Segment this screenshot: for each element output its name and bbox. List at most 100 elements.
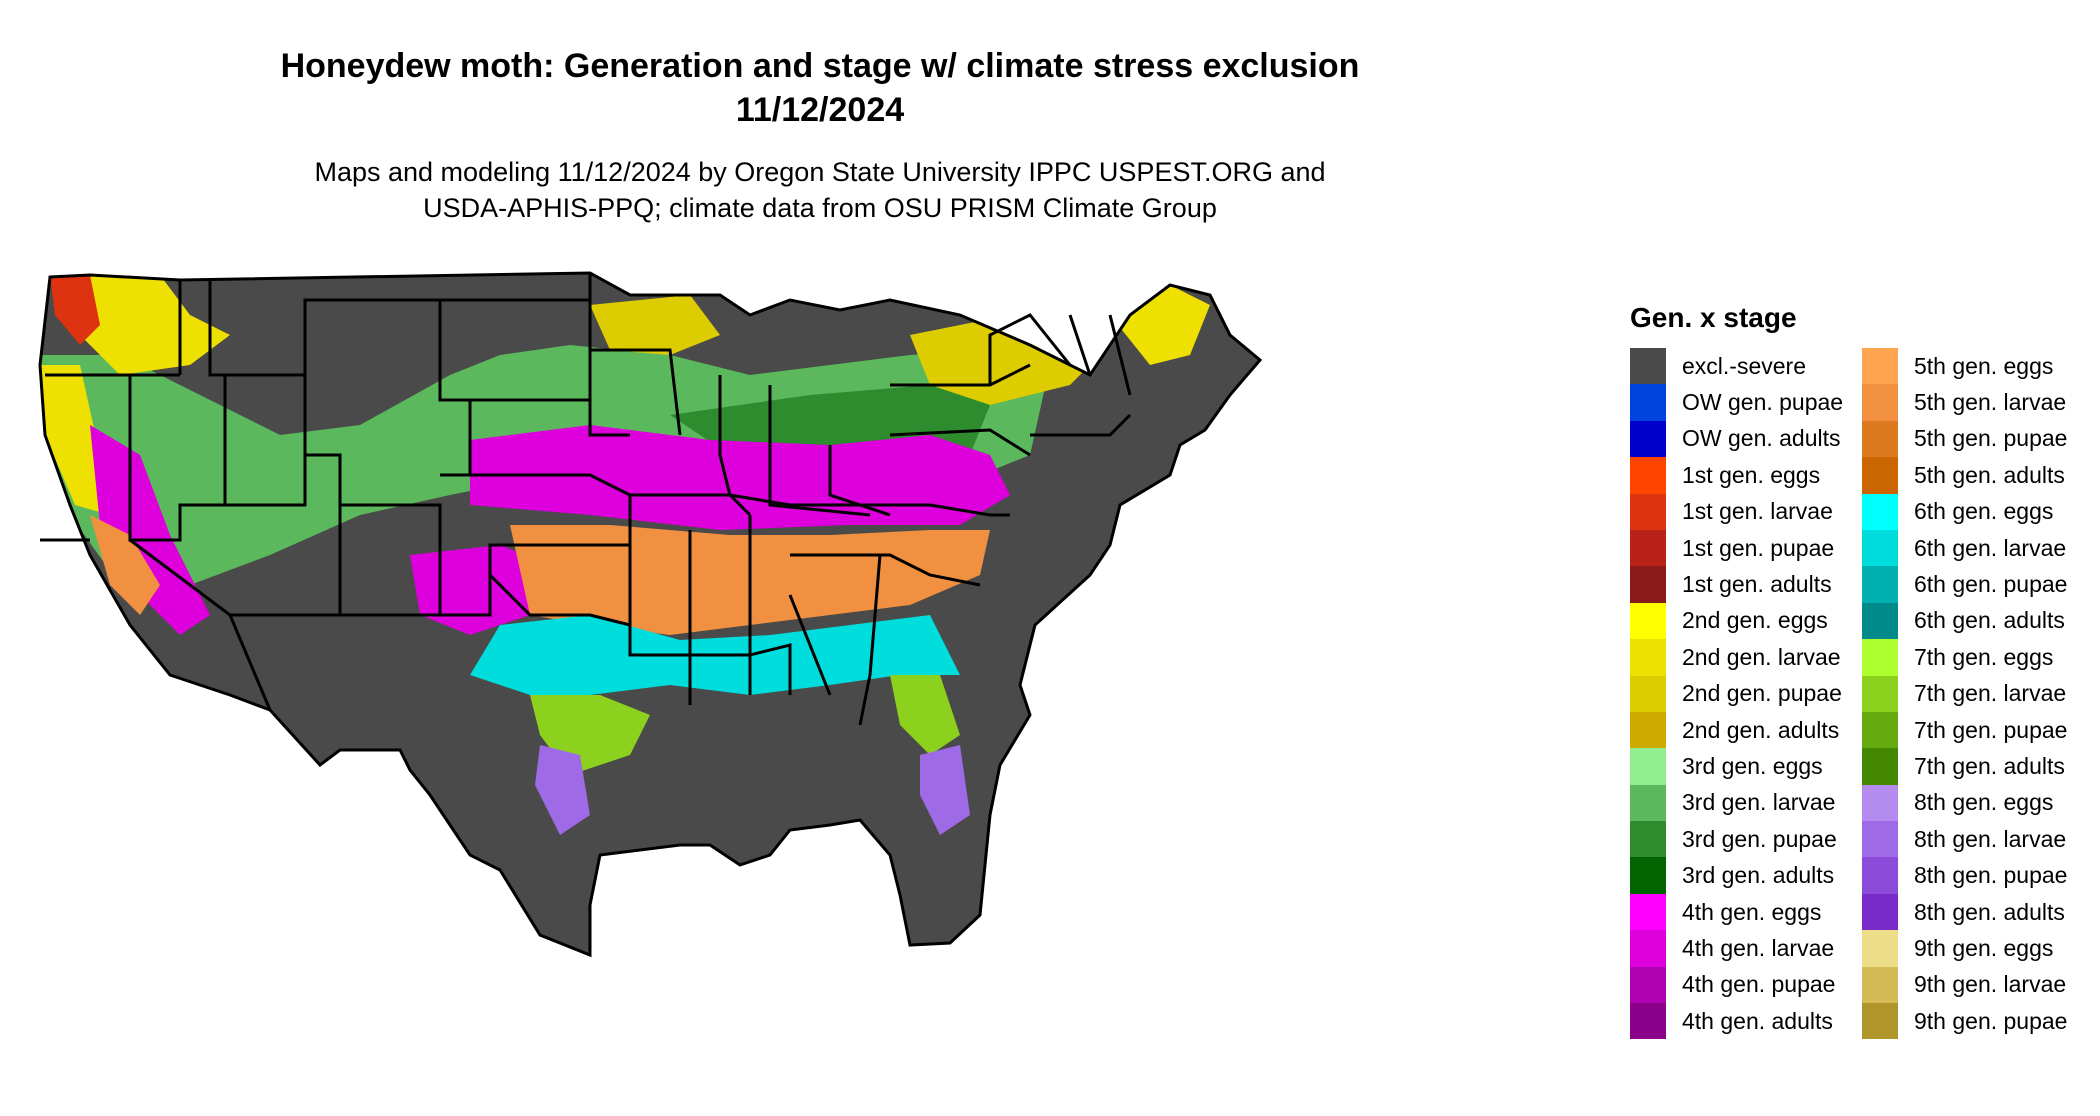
legend-swatch: [1630, 493, 1666, 530]
legend-label: 4th gen. eggs: [1682, 898, 1822, 925]
legend-swatch: [1630, 711, 1666, 749]
legend-swatch: [1862, 493, 1898, 530]
legend-label: 8th gen. adults: [1914, 898, 2065, 925]
legend-label: 5th gen. eggs: [1914, 352, 2054, 379]
legend-label: OW gen. adults: [1682, 425, 1841, 452]
legend-label: 7th gen. adults: [1914, 752, 2065, 779]
legend-item: 1st gen. larvae: [1630, 493, 1862, 530]
legend-label: 2nd gen. eggs: [1682, 607, 1828, 634]
legend-label: 2nd gen. adults: [1682, 716, 1840, 743]
legend-item: 6th gen. pupae: [1862, 566, 2094, 603]
legend-swatch: [1862, 748, 1898, 785]
legend-label: 8th gen. pupae: [1914, 862, 2068, 889]
legend-label: 7th gen. eggs: [1914, 643, 2054, 670]
legend-item: 3rd gen. eggs: [1630, 748, 1862, 785]
legend-label: 7th gen. larvae: [1914, 680, 2067, 707]
legend-item: 2nd gen. eggs: [1630, 602, 1862, 640]
legend-label: excl.-severe: [1682, 352, 1806, 379]
legend-item: 8th gen. adults: [1862, 893, 2094, 931]
legend-label: 9th gen. larvae: [1914, 971, 2067, 998]
legend-swatch: [1862, 566, 1898, 603]
legend-item: 8th gen. pupae: [1862, 857, 2094, 894]
legend-item: 7th gen. eggs: [1862, 639, 2094, 676]
legend-label: 1st gen. adults: [1682, 571, 1832, 598]
legend-swatch: [1630, 529, 1666, 567]
legend-item: 2nd gen. adults: [1630, 711, 1862, 749]
legend-label: 2nd gen. larvae: [1682, 643, 1841, 670]
legend-item: 7th gen. adults: [1862, 748, 2094, 785]
legend-item: excl.-severe: [1630, 348, 1862, 385]
map-subtitle-line-2: USDA-APHIS-PPQ; climate data from OSU PR…: [423, 193, 1217, 223]
legend-swatch: [1862, 602, 1898, 640]
map-subtitle-line-1: Maps and modeling 11/12/2024 by Oregon S…: [314, 157, 1326, 187]
legend-swatch: [1862, 1003, 1898, 1040]
legend-label: 4th gen. larvae: [1682, 934, 1835, 961]
legend-label: 9th gen. eggs: [1914, 934, 2054, 961]
map-title-line-1: Honeydew moth: Generation and stage w/ c…: [280, 47, 1360, 85]
legend-swatch: [1630, 893, 1666, 931]
legend-label: 3rd gen. larvae: [1682, 789, 1836, 816]
legend-item: 8th gen. eggs: [1862, 784, 2094, 822]
legend-swatch: [1862, 821, 1898, 858]
legend-label: 3rd gen. adults: [1682, 862, 1835, 889]
legend-item: 5th gen. adults: [1862, 457, 2094, 494]
legend-item: 1st gen. adults: [1630, 566, 1862, 603]
legend-swatch: [1630, 639, 1666, 676]
legend-swatch: [1862, 529, 1898, 567]
legend-label: 1st gen. larvae: [1682, 498, 1833, 525]
legend-item: 3rd gen. pupae: [1630, 821, 1862, 858]
legend-swatch: [1630, 348, 1666, 385]
legend-label: 5th gen. larvae: [1914, 389, 2067, 416]
legend-label: 7th gen. pupae: [1914, 716, 2068, 743]
legend-swatch: [1862, 966, 1898, 1004]
legend-item: 3rd gen. larvae: [1630, 784, 1862, 822]
legend-item: 4th gen. larvae: [1630, 930, 1862, 967]
legend-label: 3rd gen. pupae: [1682, 825, 1837, 852]
legend-item: 9th gen. eggs: [1862, 930, 2094, 967]
legend-label: 4th gen. pupae: [1682, 971, 1836, 998]
legend-label: 6th gen. eggs: [1914, 498, 2054, 525]
legend-item: 2nd gen. pupae: [1630, 675, 1862, 712]
legend-swatch: [1630, 420, 1666, 458]
legend-swatch: [1630, 930, 1666, 967]
legend-item: 8th gen. larvae: [1862, 821, 2094, 858]
legend-label: 4th gen. adults: [1682, 1007, 1833, 1034]
legend-label: 5th gen. pupae: [1914, 425, 2068, 452]
phenology-zones: [40, 273, 1260, 955]
legend-label: 1st gen. pupae: [1682, 534, 1835, 561]
legend-swatch: [1862, 857, 1898, 894]
legend-swatch: [1862, 711, 1898, 749]
state-borders: [38, 271, 1263, 958]
us-phenology-map: [38, 271, 1263, 958]
legend-swatch: [1630, 784, 1666, 822]
legend-item: 6th gen. adults: [1862, 602, 2094, 640]
legend-item: 5th gen. eggs: [1862, 348, 2094, 385]
legend-swatch: [1630, 857, 1666, 894]
legend-item: 4th gen. pupae: [1630, 966, 1862, 1004]
legend-item: 7th gen. larvae: [1862, 675, 2094, 712]
legend-label: 6th gen. larvae: [1914, 534, 2067, 561]
legend-swatch: [1862, 784, 1898, 822]
legend-swatch: [1862, 639, 1898, 676]
legend: Gen. x stage excl.-severe OW gen. pupae OW…: [1630, 302, 2094, 1040]
legend-item: OW gen. adults: [1630, 420, 1862, 458]
legend-swatch: [1630, 602, 1666, 640]
legend-item: 2nd gen. larvae: [1630, 639, 1862, 676]
legend-item: 1st gen. pupae: [1630, 529, 1862, 567]
legend-column-1: excl.-severe OW gen. pupae OW gen. adults 1…: [1630, 348, 1862, 1040]
legend-item: 4th gen. adults: [1630, 1003, 1862, 1040]
legend-swatch: [1630, 675, 1666, 712]
legend-swatch: [1630, 457, 1666, 494]
legend-swatch: [1862, 893, 1898, 931]
legend-swatch: [1630, 748, 1666, 785]
legend-label: 1st gen. eggs: [1682, 461, 1821, 488]
legend-swatch: [1862, 930, 1898, 967]
legend-item: 5th gen. larvae: [1862, 384, 2094, 421]
legend-swatch: [1862, 420, 1898, 458]
legend-swatch: [1862, 457, 1898, 494]
legend-item: 7th gen. pupae: [1862, 711, 2094, 749]
legend-swatch: [1630, 966, 1666, 1004]
legend-item: 9th gen. larvae: [1862, 966, 2094, 1004]
legend-label: 6th gen. adults: [1914, 607, 2065, 634]
legend-label: 8th gen. eggs: [1914, 789, 2054, 816]
